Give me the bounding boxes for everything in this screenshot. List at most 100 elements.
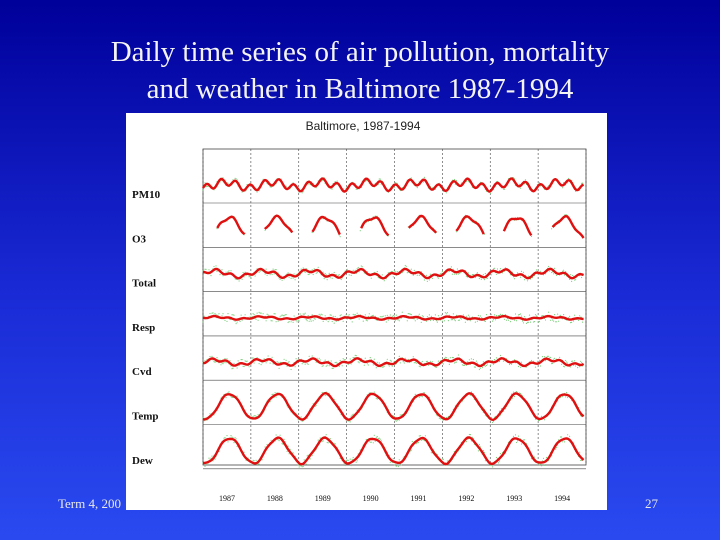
- chart-panel: Baltimore, 1987-1994 PM10 O3 Total Resp Cvd T…: [126, 113, 607, 510]
- daily-point: [281, 314, 283, 316]
- daily-point: [468, 359, 470, 361]
- daily-point: [478, 277, 480, 280]
- daily-point: [375, 436, 377, 438]
- daily-point: [518, 313, 521, 316]
- daily-point: [351, 321, 353, 323]
- daily-point: [293, 273, 295, 275]
- daily-point: [398, 419, 400, 421]
- daily-point: [434, 366, 436, 368]
- daily-point: [376, 436, 378, 438]
- daily-point: [316, 357, 318, 359]
- daily-point: [245, 274, 247, 276]
- daily-point: [510, 363, 513, 365]
- daily-points: [202, 176, 584, 468]
- daily-point: [301, 466, 303, 468]
- daily-point: [319, 314, 321, 316]
- daily-point: [352, 269, 354, 271]
- daily-point: [492, 319, 495, 321]
- daily-point: [351, 458, 353, 460]
- daily-point: [439, 273, 441, 275]
- daily-point: [306, 320, 308, 322]
- daily-point: [236, 321, 238, 323]
- daily-point: [446, 460, 448, 462]
- daily-point: [555, 448, 557, 450]
- daily-point: [430, 315, 432, 317]
- daily-point: [475, 360, 477, 362]
- daily-point: [324, 315, 326, 317]
- daily-point: [571, 321, 573, 323]
- daily-point: [275, 321, 277, 323]
- slide-title-line2: and weather in Baltimore 1987-1994: [146, 73, 574, 105]
- daily-point: [242, 365, 244, 367]
- daily-point: [427, 364, 429, 366]
- daily-point: [222, 275, 224, 277]
- daily-point: [290, 321, 292, 323]
- daily-point: [346, 268, 348, 270]
- daily-point: [214, 312, 216, 315]
- daily-point: [541, 315, 544, 317]
- daily-point: [568, 177, 570, 180]
- daily-point: [436, 276, 438, 278]
- daily-point: [448, 463, 450, 465]
- daily-point: [255, 318, 257, 320]
- daily-point: [233, 314, 235, 316]
- daily-point: [419, 435, 421, 437]
- daily-point: [265, 320, 267, 322]
- daily-point: [315, 361, 317, 363]
- daily-point: [358, 271, 360, 273]
- daily-point: [444, 312, 446, 314]
- daily-point: [371, 315, 373, 317]
- daily-point: [479, 315, 481, 317]
- daily-point: [308, 273, 310, 275]
- daily-point: [391, 316, 393, 318]
- daily-point: [414, 393, 416, 395]
- daily-point: [435, 414, 437, 416]
- daily-point: [356, 312, 358, 314]
- daily-point: [451, 356, 453, 359]
- daily-point: [462, 364, 464, 366]
- daily-point: [339, 359, 341, 362]
- daily-point: [564, 366, 566, 368]
- daily-point: [314, 318, 316, 320]
- daily-point: [329, 277, 331, 279]
- daily-point: [275, 434, 277, 436]
- daily-point: [288, 453, 290, 455]
- daily-point: [281, 443, 283, 445]
- daily-point: [470, 391, 472, 393]
- daily-point: [393, 315, 395, 317]
- daily-point: [564, 274, 566, 276]
- daily-point: [225, 362, 227, 364]
- daily-point: [236, 367, 238, 369]
- smooth-line-dew: [202, 436, 585, 466]
- daily-point: [405, 265, 407, 267]
- daily-point: [457, 319, 459, 321]
- row-label-cvd: Cvd: [132, 366, 152, 378]
- daily-point: [453, 319, 455, 321]
- daily-point: [271, 273, 273, 276]
- daily-point: [250, 414, 252, 416]
- daily-point: [429, 319, 431, 322]
- daily-point: [398, 320, 400, 322]
- daily-point: [340, 314, 342, 316]
- daily-point: [379, 316, 381, 318]
- smoothed-lines: [202, 177, 585, 466]
- daily-point: [337, 274, 339, 277]
- daily-point: [287, 445, 289, 447]
- daily-point: [272, 393, 274, 395]
- daily-point: [400, 464, 402, 466]
- daily-point: [209, 312, 211, 315]
- daily-point: [312, 320, 314, 322]
- daily-point: [236, 395, 238, 397]
- daily-point: [212, 460, 214, 462]
- daily-point: [410, 177, 412, 179]
- daily-point: [468, 316, 470, 318]
- daily-point: [534, 418, 537, 420]
- daily-point: [308, 355, 310, 357]
- slide-title-line1: Daily time series of air pollution, mort…: [110, 36, 610, 68]
- daily-point: [581, 459, 583, 461]
- daily-point: [381, 316, 383, 318]
- daily-point: [480, 278, 482, 280]
- daily-point: [298, 466, 300, 468]
- daily-point: [460, 318, 462, 320]
- daily-point: [566, 391, 568, 394]
